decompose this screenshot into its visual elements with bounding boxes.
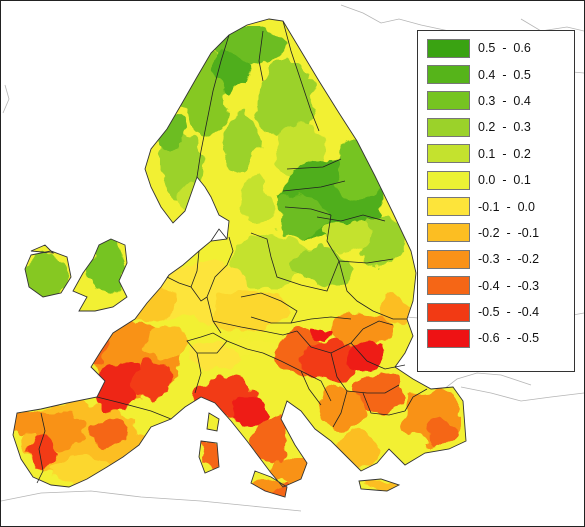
legend-label: 0.0 - 0.1 bbox=[478, 173, 531, 188]
legend-item: 0.2 - 0.3 bbox=[427, 114, 568, 140]
legend-label: 0.3 - 0.4 bbox=[478, 93, 531, 108]
legend-swatch bbox=[427, 328, 470, 348]
legend-item: 0.3 - 0.4 bbox=[427, 88, 568, 114]
legend-label: -0.2 - -0.1 bbox=[478, 225, 540, 240]
legend-item: -0.2 - -0.1 bbox=[427, 220, 568, 246]
legend-item: -0.4 - -0.3 bbox=[427, 273, 568, 299]
legend-label: -0.1 - 0.0 bbox=[478, 199, 535, 214]
country-borders bbox=[36, 20, 428, 484]
legend-swatch bbox=[427, 223, 470, 243]
legend-label: -0.6 - -0.5 bbox=[478, 331, 540, 346]
legend-swatch bbox=[427, 38, 470, 58]
legend-item: 0.0 - 0.1 bbox=[427, 167, 568, 193]
legend-swatch bbox=[427, 249, 470, 269]
legend-label: 0.4 - 0.5 bbox=[478, 67, 531, 82]
legend-swatch bbox=[427, 197, 470, 217]
legend-label: 0.2 - 0.3 bbox=[478, 120, 531, 135]
legend-label: -0.5 - -0.4 bbox=[478, 305, 540, 320]
legend-label: 0.5 - 0.6 bbox=[478, 41, 531, 56]
legend-item: -0.6 - -0.5 bbox=[427, 325, 568, 351]
legend-swatch bbox=[427, 170, 470, 190]
legend-item: -0.3 - -0.2 bbox=[427, 246, 568, 272]
legend: 0.5 - 0.6 0.4 - 0.5 0.3 - 0.4 0.2 - 0.3 … bbox=[417, 30, 575, 372]
legend-item: -0.5 - -0.4 bbox=[427, 299, 568, 325]
legend-swatch bbox=[427, 65, 470, 85]
legend-item: 0.4 - 0.5 bbox=[427, 61, 568, 87]
legend-swatch bbox=[427, 144, 470, 164]
legend-swatch bbox=[427, 91, 470, 111]
legend-label: -0.3 - -0.2 bbox=[478, 252, 540, 267]
legend-item: 0.1 - 0.2 bbox=[427, 141, 568, 167]
legend-item: 0.5 - 0.6 bbox=[427, 35, 568, 61]
legend-swatch bbox=[427, 117, 470, 137]
legend-item: -0.1 - 0.0 bbox=[427, 193, 568, 219]
legend-label: -0.4 - -0.3 bbox=[478, 278, 540, 293]
legend-swatch bbox=[427, 302, 470, 322]
legend-swatch bbox=[427, 276, 470, 296]
legend-label: 0.1 - 0.2 bbox=[478, 146, 531, 161]
